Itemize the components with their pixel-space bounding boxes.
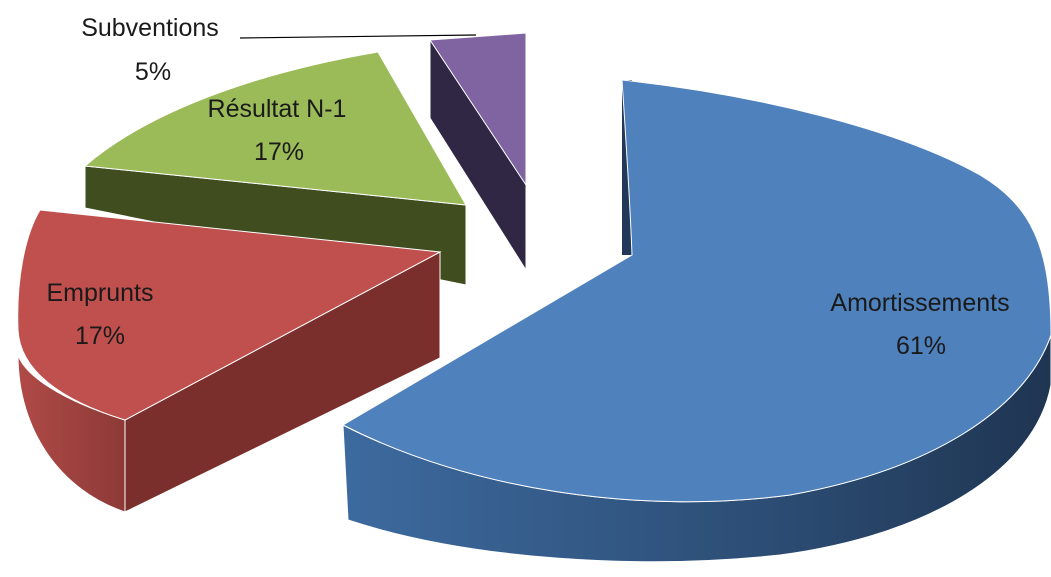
label-resultat-name: Résultat N-1: [208, 95, 347, 123]
slice-amortissements[interactable]: [341, 79, 1051, 563]
label-resultat-value: 17%: [254, 138, 304, 166]
slice-emprunts[interactable]: [17, 209, 442, 513]
leader-line-subventions: [239, 34, 477, 39]
label-amortissements-name: Amortissements: [830, 289, 1009, 317]
label-emprunts-value: 17%: [75, 322, 125, 350]
label-emprunts-name: Emprunts: [47, 279, 154, 307]
label-amortissements-value: 61%: [896, 332, 946, 360]
slice-subventions[interactable]: [429, 32, 527, 272]
label-subventions-value: 5%: [135, 58, 171, 86]
label-subventions-name: Subventions: [81, 14, 219, 42]
